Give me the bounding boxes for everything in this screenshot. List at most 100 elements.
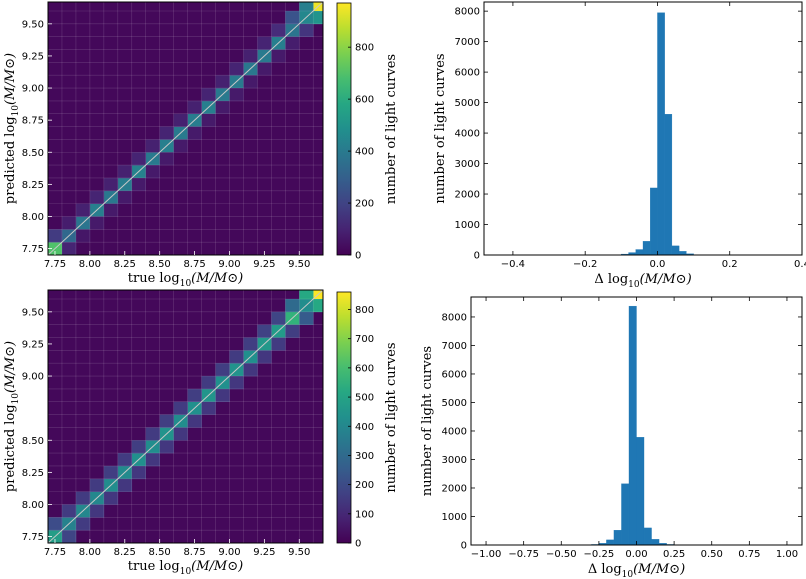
heatmap-cell-upper	[61, 216, 77, 230]
heatmap-cell-lower	[117, 478, 133, 492]
x-tick-label: −0.50	[546, 549, 577, 560]
heatmap-cell-upper	[89, 478, 105, 492]
colorbar-label: number of light curves	[384, 54, 399, 204]
heatmap-cells	[48, 290, 323, 543]
heatmap-cell-upper	[61, 504, 77, 518]
hist-frame	[483, 1, 803, 256]
heatmap-cell-lower	[131, 465, 147, 480]
x-tick-label: 0.4	[794, 259, 806, 270]
x-tick-label: 8.00	[79, 259, 101, 270]
x-tick-label: 8.75	[183, 259, 205, 270]
heatmap-cell-lower	[285, 36, 300, 50]
heatmap-cell-lower	[201, 401, 216, 415]
histogram-bar	[606, 539, 615, 546]
heatmap-cell-lower	[187, 414, 202, 428]
heatmap-cell-upper	[48, 229, 63, 243]
heatmap-cell-lower	[257, 350, 272, 364]
colorbar-tick-label: 200	[355, 480, 374, 491]
x-tick-label: −1.00	[471, 549, 502, 560]
x-tick-label: 0.25	[663, 549, 685, 560]
heatmap-cell-lower	[257, 62, 272, 76]
histogram-bar	[636, 437, 645, 546]
colorbar	[336, 291, 352, 544]
histogram-bar	[621, 483, 630, 546]
heatmap-cell-upper	[271, 23, 286, 37]
y-tick-label: 2000	[442, 483, 467, 494]
heatmap-cell-upper	[229, 350, 244, 364]
y-tick-label: 4000	[442, 426, 467, 437]
y-tick-label: 9.50	[22, 307, 44, 318]
colorbar-tick-label: 0	[355, 251, 361, 262]
heatmap-cell-lower	[313, 298, 323, 313]
colorbar-tick-label: 200	[355, 199, 374, 210]
x-tick-label: 1.00	[776, 549, 798, 560]
heatmap-cell-upper	[299, 290, 314, 300]
heatmap-cell-lower	[61, 530, 77, 543]
heatmap-cell-lower	[103, 491, 119, 505]
heatmap-cell-upper	[75, 203, 91, 217]
colorbar-tick-label: 700	[355, 334, 374, 345]
heatmap-cell-upper	[131, 152, 147, 166]
y-tick-label: 8.75	[22, 116, 44, 127]
heatmap-cell-upper	[187, 388, 202, 403]
heatmap-cell-lower	[145, 165, 160, 179]
identity-line	[48, 290, 323, 543]
x-axis-label: Δ log10(M/M⊙)	[588, 562, 685, 579]
heatmap-cell-lower	[215, 100, 230, 115]
x-tick-label: 0.50	[701, 549, 723, 560]
x-tick-label: 7.75	[44, 547, 66, 558]
colorbar-tick-label: 0	[355, 539, 361, 550]
heatmap-cell-lower	[173, 427, 188, 441]
y-tick-label: 5000	[442, 398, 467, 409]
heatmap-frame	[47, 1, 324, 256]
colorbar-label: number of light curves	[384, 342, 399, 492]
y-axis-label: number of light curves	[433, 53, 448, 203]
identity-line	[48, 2, 323, 255]
heatmap-cell-upper	[229, 62, 244, 76]
x-tick-label: 8.50	[149, 547, 171, 558]
y-tick-label: 8.00	[22, 500, 44, 511]
y-tick-label: 7.75	[22, 244, 44, 255]
y-tick-label: 9.00	[22, 372, 44, 383]
colorbar	[336, 2, 352, 256]
heatmap-cell-upper	[48, 517, 63, 531]
y-tick-label: 1000	[455, 220, 480, 231]
heatmap-cell-upper	[117, 165, 133, 179]
colorbar-tick-label: 300	[355, 451, 374, 462]
x-tick-label: −0.4	[501, 259, 525, 270]
heatmap-cell-upper	[89, 190, 105, 204]
x-tick-label: 0.0	[650, 259, 666, 270]
heatmap-frame	[47, 289, 324, 544]
heatmap-cell-upper	[159, 126, 174, 140]
heatmap-cell-lower	[299, 311, 314, 325]
y-tick-label: 6000	[442, 369, 467, 380]
heatmap-cell-lower	[215, 388, 230, 403]
y-tick-label: 9.00	[22, 84, 44, 95]
heatmap-cell-lower	[243, 363, 258, 377]
heatmap-cell-lower	[75, 517, 91, 531]
heatmap-cell-lower	[313, 10, 323, 25]
histogram-bar	[671, 245, 680, 256]
histogram-bar	[650, 187, 658, 256]
y-tick-label: 2000	[455, 190, 480, 201]
heatmap-cell-lower	[61, 242, 77, 255]
histogram-bar	[613, 530, 622, 546]
y-tick-label: 7.75	[22, 532, 44, 543]
heatmap-cell-upper	[131, 440, 147, 454]
colorbar-tick-label: 600	[355, 95, 374, 106]
y-tick-label: 8.25	[22, 468, 44, 479]
y-tick-label: 8000	[442, 312, 467, 323]
y-tick-label: 9.25	[22, 339, 44, 350]
heatmap-cell-lower	[89, 504, 105, 518]
heatmap-cell-upper	[173, 401, 188, 415]
histogram-bar	[657, 12, 665, 256]
y-tick-label: 8.25	[22, 180, 44, 191]
colorbar-tick-label: 800	[355, 43, 374, 54]
heatmap-cell-lower	[173, 139, 188, 153]
x-tick-label: 0.75	[738, 549, 760, 560]
y-tick-label: 6000	[455, 68, 480, 79]
y-tick-label: 4000	[455, 129, 480, 140]
y-tick-label: 7000	[455, 37, 480, 48]
x-tick-label: 8.50	[149, 259, 171, 270]
